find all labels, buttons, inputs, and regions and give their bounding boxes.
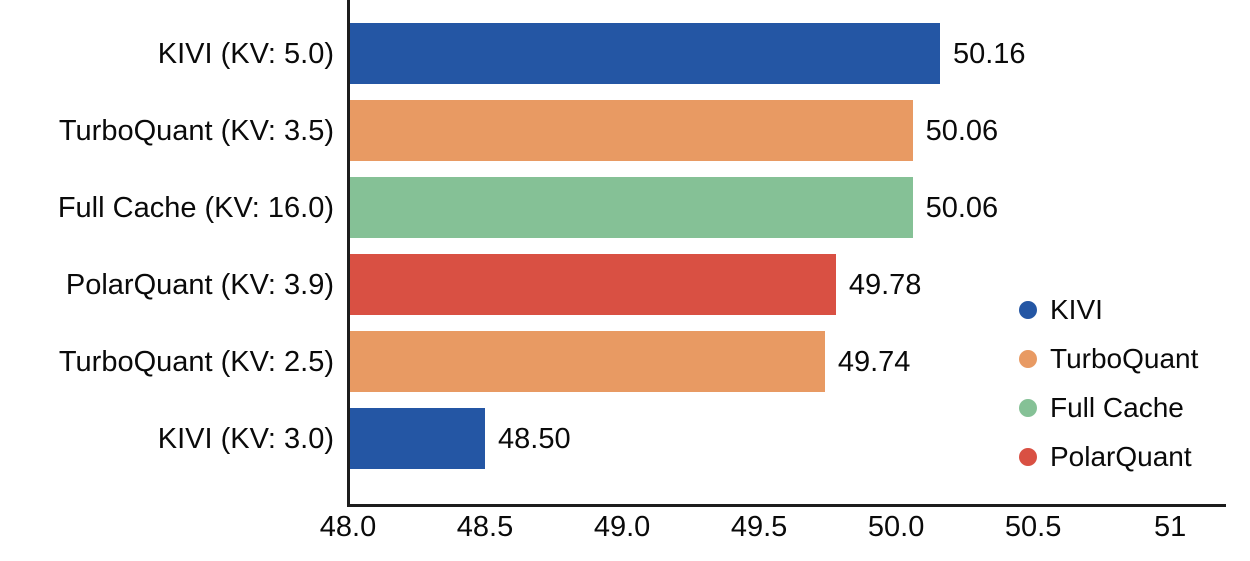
legend-label: TurboQuant [1050,343,1199,374]
legend-item: Full Cache [1019,390,1198,426]
y-axis-line [347,0,350,507]
bar [348,331,825,392]
bar-value-label: 50.06 [925,191,999,224]
category-label: TurboQuant (KV: 3.5) [58,114,334,147]
legend-dot-icon [1019,301,1037,319]
legend-item: KIVI [1019,292,1198,328]
legend-dot-icon [1019,448,1037,466]
bar [348,23,940,84]
x-tick-label: 48.0 [319,511,377,543]
legend-dot-icon [1019,399,1037,417]
bar [348,177,913,238]
legend-label: Full Cache [1050,392,1184,423]
x-tick-label: 51 [1154,511,1187,543]
category-label: TurboQuant (KV: 2.5) [58,345,334,378]
bar-value-label: 49.78 [848,268,922,301]
category-label: Full Cache (KV: 16.0) [57,191,334,224]
x-tick-label: 50.5 [1004,511,1062,543]
bar-value-label: 50.16 [952,37,1026,70]
x-tick-label: 49.5 [730,511,788,543]
category-label: KIVI (KV: 3.0) [157,422,334,455]
category-label: PolarQuant (KV: 3.9) [65,268,334,301]
legend-label: KIVI [1050,294,1103,325]
bar [348,254,836,315]
legend-dot-icon [1019,350,1037,368]
x-tick-label: 48.5 [456,511,514,543]
bar-value-label: 48.50 [498,422,571,455]
x-tick-label: 50.0 [867,511,925,543]
legend: KIVI TurboQuant Full Cache PolarQuant [1019,292,1198,488]
bar-value-label: 50.06 [925,114,999,147]
x-axis-line [347,504,1226,507]
legend-item: TurboQuant [1019,341,1198,377]
bar [348,100,913,161]
category-label: KIVI (KV: 5.0) [157,37,334,70]
x-tick-label: 49.0 [593,511,651,543]
bar-value-label: 49.74 [837,345,911,378]
legend-label: PolarQuant [1050,441,1192,472]
legend-item: PolarQuant [1019,439,1198,475]
bar [348,408,486,469]
